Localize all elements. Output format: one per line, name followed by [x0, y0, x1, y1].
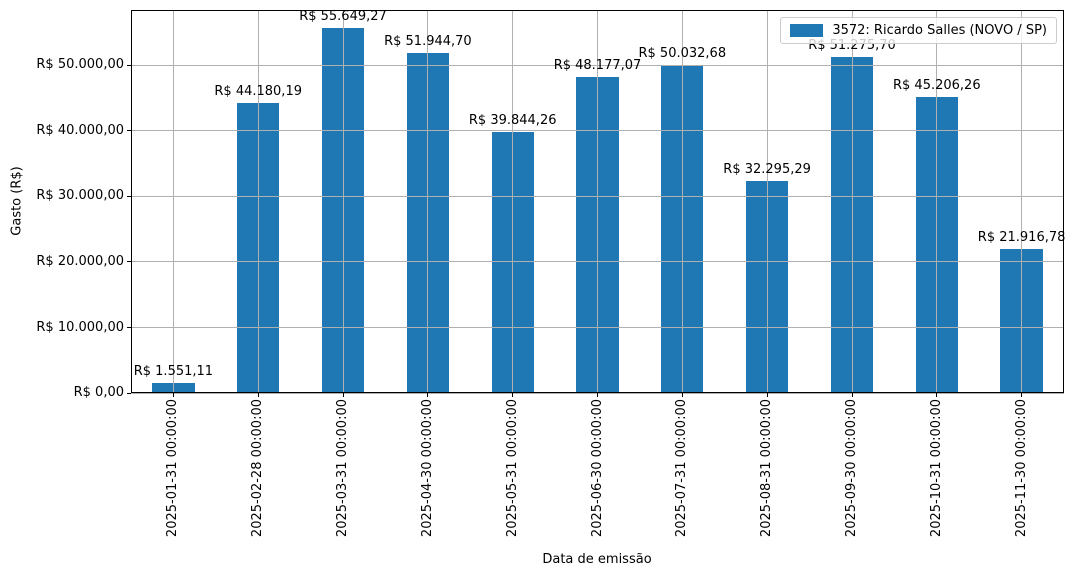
bar-value-label: R$ 48.177,07 [553, 58, 642, 74]
x-tick-label: 2025-09-30 00:00:00 [844, 399, 859, 538]
bar-value-label: R$ 44.180,19 [214, 84, 302, 100]
y-tick-mark [127, 392, 131, 394]
x-tick-mark [936, 393, 938, 397]
x-tick-label: 2025-01-31 00:00:00 [165, 399, 181, 538]
grid-line-vertical [597, 10, 598, 393]
grid-line-vertical [1021, 10, 1023, 393]
x-tick-mark [172, 393, 174, 397]
legend: 3572: Ricardo Salles (NOVO / SP) [780, 17, 1057, 44]
bar-value-label: R$ 51.944,70 [384, 33, 472, 49]
y-tick-mark [127, 261, 131, 263]
y-tick-label: R$ 30.000,00 [36, 188, 124, 204]
legend-label: 3572: Ricardo Salles (NOVO / SP) [832, 23, 1047, 38]
legend-swatch [790, 24, 824, 37]
bar-value-label: R$ 21.916,78 [977, 230, 1066, 246]
x-tick-label: 2025-06-30 00:00:00 [589, 399, 605, 538]
y-tick-label: R$ 50.000,00 [36, 57, 124, 73]
x-tick-label: 2025-11-30 00:00:00 [1013, 399, 1029, 538]
x-tick-mark [851, 393, 853, 397]
x-tick-label: 2025-05-31 00:00:00 [504, 399, 520, 538]
y-tick-mark [127, 327, 131, 328]
grid-line-vertical [257, 10, 259, 393]
grid-line-vertical [766, 10, 768, 393]
y-tick-mark [127, 195, 131, 197]
grid-line-vertical [172, 10, 174, 393]
bar-value-label: R$ 55.649,27 [299, 9, 387, 25]
grid-line-vertical [681, 10, 683, 393]
bar-value-label: R$ 1.551,11 [133, 363, 214, 379]
x-axis-title: Data de emissão [542, 552, 652, 567]
grid-line-vertical [427, 10, 429, 393]
x-tick-label: 2025-03-31 00:00:00 [335, 399, 350, 538]
bar-value-label: R$ 45.206,26 [892, 77, 981, 93]
y-tick-mark [127, 130, 131, 132]
x-tick-label: 2025-10-31 00:00:00 [928, 399, 944, 538]
grid-line-vertical [342, 10, 344, 393]
x-tick-label: 2025-07-31 00:00:00 [674, 399, 690, 538]
bar-value-label: R$ 32.295,29 [723, 162, 811, 178]
y-tick-label: R$ 40.000,00 [36, 122, 124, 138]
y-tick-label: R$ 0,00 [73, 385, 124, 400]
grid-line-vertical [851, 10, 853, 393]
x-tick-mark [257, 393, 259, 397]
x-tick-mark [342, 393, 344, 397]
grid-line-vertical [936, 10, 938, 393]
x-tick-mark [512, 393, 514, 397]
y-tick-mark [127, 64, 131, 66]
x-tick-mark [597, 393, 598, 397]
x-tick-mark [766, 393, 768, 397]
grid-line-vertical [512, 10, 514, 393]
y-tick-label: R$ 10.000,00 [36, 319, 124, 335]
x-tick-mark [1021, 393, 1023, 397]
y-tick-label: R$ 20.000,00 [36, 253, 124, 269]
x-tick-mark [427, 393, 429, 397]
y-axis-title: Gasto (R$) [9, 166, 25, 236]
x-tick-label: 2025-04-30 00:00:00 [419, 399, 435, 538]
bar-value-label: R$ 50.032,68 [638, 46, 727, 62]
bar-value-label: R$ 39.844,26 [468, 112, 557, 128]
x-tick-label: 2025-02-28 00:00:00 [250, 399, 266, 538]
x-tick-mark [681, 393, 683, 397]
x-tick-label: 2025-08-31 00:00:00 [759, 399, 775, 538]
